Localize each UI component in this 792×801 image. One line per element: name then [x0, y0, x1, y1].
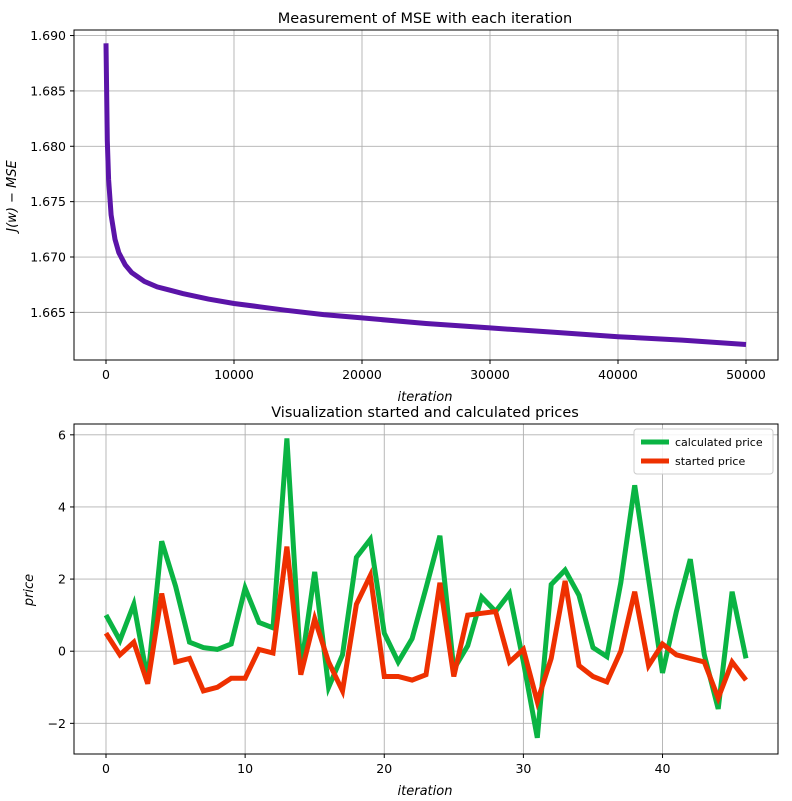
mse-chart: Measurement of MSE with each iteration i…: [5, 11, 779, 405]
x-axis-label: iteration: [398, 390, 453, 405]
x-tick-label: 50000: [726, 367, 766, 382]
y-axis-label: price: [22, 574, 37, 607]
legend-label-started-price: started price: [675, 455, 745, 468]
x-tick-label: 30: [515, 761, 531, 776]
y-tick-label: 1.665: [30, 305, 66, 320]
x-tick-label: 20000: [342, 367, 382, 382]
y-tick-label: 4: [58, 499, 66, 514]
series-line-calculated-price: [103, 438, 749, 739]
x-tick-label: 40: [655, 761, 671, 776]
y-tick-label: 6: [58, 427, 66, 442]
x-tick-label: 0: [102, 761, 110, 776]
y-tick-label: 0: [58, 644, 66, 659]
series-line-0: [103, 43, 747, 347]
plot-frame: [73, 29, 779, 361]
y-axis-label: J(w) − MSE: [5, 159, 20, 234]
y-tick-label: 1.680: [30, 139, 66, 154]
y-tick-label: 1.685: [30, 83, 66, 98]
legend-label-calculated-price: calculated price: [675, 436, 763, 449]
x-tick-label: 40000: [598, 367, 638, 382]
y-tick-label: 1.690: [30, 28, 66, 43]
price-chart: Visualization started and calculated pri…: [22, 405, 779, 799]
legend: calculated price started price: [633, 428, 774, 475]
x-tick-label: 20: [376, 761, 392, 776]
y-tick-label: 2: [58, 572, 66, 587]
plot-frame: [73, 423, 779, 755]
y-tick-label: 1.670: [30, 250, 66, 265]
y-tick-label: −2: [48, 716, 66, 731]
chart-title: Measurement of MSE with each iteration: [278, 11, 572, 27]
series-line-started-price: [103, 546, 748, 711]
x-axis-label: iteration: [398, 784, 453, 799]
chart-title: Visualization started and calculated pri…: [271, 405, 579, 421]
x-tick-label: 10: [237, 761, 253, 776]
x-tick-label: 10000: [214, 367, 254, 382]
x-tick-label: 30000: [470, 367, 510, 382]
x-tick-label: 0: [102, 367, 110, 382]
y-tick-label: 1.675: [30, 194, 66, 209]
